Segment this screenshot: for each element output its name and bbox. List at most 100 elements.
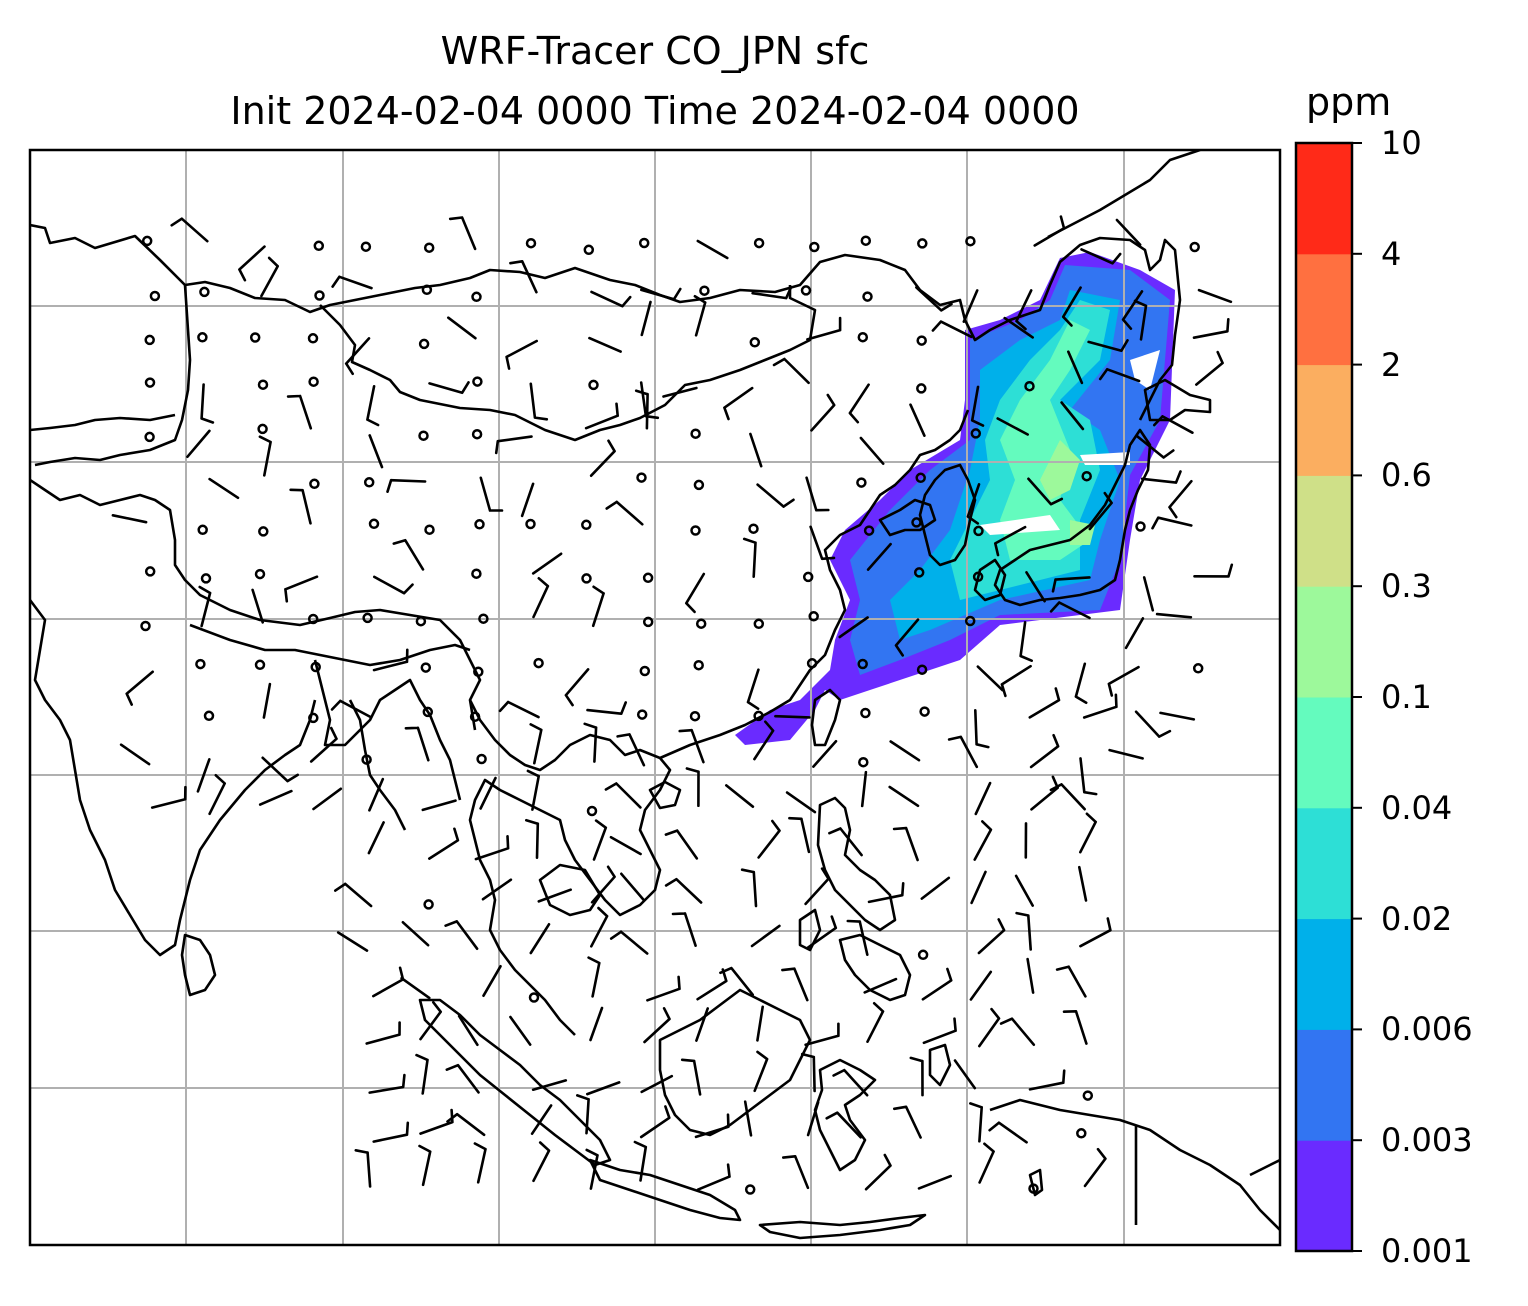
wind-barb (372, 1121, 410, 1143)
calm-wind-circle (308, 376, 319, 387)
calm-wind-circle (753, 618, 765, 630)
calm-wind-circle (361, 754, 372, 765)
calm-wind-circle (857, 331, 869, 343)
wind-barb (640, 300, 652, 337)
coastlines (30, 150, 1280, 1240)
wind-barb (994, 525, 1027, 557)
wind-barb (1197, 288, 1233, 304)
calm-wind-circle (140, 620, 151, 632)
wind-barb (810, 393, 836, 432)
wind-barb (587, 956, 601, 998)
calm-wind-circle (254, 568, 266, 580)
wind-barb (474, 835, 510, 861)
wind-barb (920, 876, 951, 900)
wind-barb (1003, 316, 1034, 339)
wind-barb (909, 1056, 924, 1097)
wind-barb (309, 726, 338, 763)
wind-barb (400, 976, 431, 1000)
colorbar-segment (1296, 364, 1352, 476)
wind-barb (976, 665, 1004, 692)
wind-barb (251, 588, 264, 624)
calm-wind-circle (144, 334, 155, 346)
wind-barb (804, 867, 830, 906)
chart-title: WRF-Tracer CO_JPN sfc (440, 29, 870, 73)
wind-barb (892, 826, 919, 862)
calm-wind-circle (693, 479, 705, 491)
wind-barb (806, 915, 838, 949)
calm-wind-circle (476, 753, 487, 765)
calm-wind-circle (636, 709, 648, 720)
wind-barb (640, 287, 682, 301)
calm-wind-circle (307, 613, 319, 625)
wind-barb (509, 260, 538, 294)
wind-barb (1195, 350, 1224, 386)
calm-wind-circle (363, 477, 375, 488)
calm-wind-circle (197, 524, 208, 536)
wind-barb (1193, 563, 1234, 578)
wind-barb (860, 770, 868, 808)
wind-barb (696, 239, 729, 260)
wind-barb (1192, 318, 1230, 339)
wind-barb (1155, 612, 1193, 619)
wind-barb (150, 785, 187, 809)
wind-barb (583, 722, 598, 763)
calm-wind-circle (919, 706, 930, 717)
calm-wind-circle (1192, 663, 1204, 674)
wind-barb (969, 1102, 983, 1143)
wind-barb (537, 888, 572, 903)
calm-wind-circle (636, 472, 647, 483)
calm-wind-circle (753, 237, 765, 249)
calm-wind-circle (525, 518, 536, 530)
calm-wind-circle (809, 241, 820, 253)
wind-barb (366, 385, 380, 427)
calm-wind-circle (471, 428, 483, 440)
wind-barb (1055, 965, 1087, 998)
calm-wind-circle (972, 571, 984, 583)
wind-barb (591, 585, 605, 628)
wind-barb (446, 1112, 486, 1137)
wind-barb (804, 1022, 840, 1047)
colorbar-tick-label: 0.02 (1381, 899, 1453, 938)
calm-wind-circle (308, 712, 319, 724)
wind-barb (576, 1094, 590, 1135)
wind-barb (1014, 874, 1034, 907)
wind-barb (866, 1002, 885, 1043)
calm-wind-circle (802, 571, 814, 583)
wind-barb (564, 668, 590, 707)
wind-barb (119, 743, 151, 766)
wind-barb (974, 781, 992, 816)
wind-barb (774, 714, 811, 719)
wind-barb (494, 435, 533, 455)
wind-barb (1135, 434, 1175, 459)
wind-barb (806, 316, 842, 341)
calm-wind-circle (195, 658, 206, 670)
wind-barb (354, 1149, 372, 1188)
wind-barb (1029, 733, 1060, 769)
wind-barb (867, 882, 905, 904)
colorbar-tick-label: 0.003 (1381, 1121, 1473, 1160)
calm-wind-circle (965, 235, 976, 247)
wind-barb (367, 821, 385, 855)
calm-wind-circle (200, 573, 212, 584)
calm-wind-circle (693, 659, 704, 671)
colorbar-tick-label: 0.6 (1381, 456, 1432, 495)
wind-barb (509, 1015, 532, 1046)
wind-barb (1079, 917, 1112, 948)
wind-barb (864, 1153, 892, 1191)
wind-barb (662, 386, 698, 398)
wind-barb (750, 924, 781, 948)
wind-barb (344, 337, 371, 376)
wind-barb (479, 776, 497, 810)
wind-barb (238, 245, 266, 282)
wind-barb (428, 827, 460, 860)
wind-barb (719, 966, 754, 996)
wind-barb (1078, 865, 1088, 902)
calm-wind-circle (421, 284, 433, 296)
wind-barb (186, 429, 211, 459)
calm-wind-circle (856, 477, 867, 488)
wind-barb (1074, 662, 1088, 704)
wind-barb (532, 1141, 551, 1183)
calm-wind-circle (423, 242, 435, 253)
calm-wind-circle (309, 478, 320, 490)
